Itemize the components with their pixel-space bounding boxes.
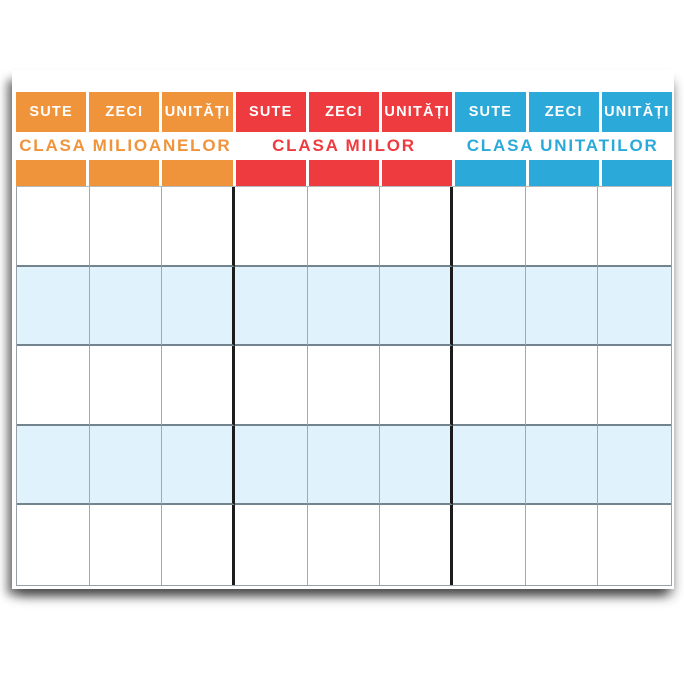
- strip-cell: [308, 160, 380, 186]
- header-cell-units-tens: ZECI: [528, 92, 599, 132]
- grid-cell: [307, 187, 381, 267]
- grid-cell: [380, 505, 453, 585]
- class-label-thousands: CLASA MIILOR: [234, 132, 454, 160]
- grid-cell: [307, 505, 381, 585]
- class-label-millions: CLASA MILIOANELOR: [16, 132, 235, 160]
- strip-cell: [162, 160, 233, 186]
- grid-cell: [17, 266, 90, 347]
- grid-cell: [380, 266, 453, 347]
- grid-cell: [162, 425, 235, 506]
- grid-cell: [452, 266, 526, 347]
- grid-cell: [89, 346, 163, 426]
- grid-cell: [307, 425, 381, 506]
- grid-cell: [307, 346, 381, 426]
- grid-cell: [525, 187, 599, 267]
- grid-cell: [525, 425, 599, 506]
- strip-cell: [382, 160, 453, 186]
- grid-cell: [162, 266, 235, 347]
- grid-cell: [17, 505, 90, 585]
- grid-cell: [452, 425, 526, 506]
- grid-cell: [452, 505, 526, 585]
- grid-cell: [525, 505, 599, 585]
- grid-cell: [380, 425, 453, 506]
- grid-cell: [452, 187, 526, 267]
- grid-cell: [234, 425, 308, 506]
- grid-cell: [452, 346, 526, 426]
- grid-cell: [162, 346, 235, 426]
- strip-cell: [601, 160, 672, 186]
- grid-cell: [598, 425, 671, 506]
- grid-cell: [89, 187, 163, 267]
- strip-cell: [89, 160, 160, 186]
- header-cell-units-units: UNITĂȚI: [601, 92, 672, 132]
- grid-cell: [234, 505, 308, 585]
- grid-cell: [380, 187, 453, 267]
- class-labels-row: CLASA MILIOANELOR CLASA MIILOR CLASA UNI…: [16, 132, 672, 160]
- header-cell-units-hundreds: SUTE: [455, 92, 526, 132]
- header-cell-millions-units: UNITĂȚI: [162, 92, 233, 132]
- header-cell-thousands-tens: ZECI: [308, 92, 380, 132]
- grid-cell: [89, 266, 163, 347]
- grid-cell: [307, 266, 381, 347]
- data-grid: [16, 186, 672, 586]
- header-cell-millions-tens: ZECI: [89, 92, 160, 132]
- grid-cell: [598, 346, 671, 426]
- color-strip-row: [16, 160, 672, 186]
- paper-sheet: SUTE ZECI UNITĂȚI SUTE ZECI UNITĂȚI SUTE…: [12, 70, 674, 589]
- grid-cell: [525, 346, 599, 426]
- grid-cell: [162, 505, 235, 585]
- strip-cell: [235, 160, 306, 186]
- grid-cell: [89, 505, 163, 585]
- grid-cell: [162, 187, 235, 267]
- header-cell-millions-hundreds: SUTE: [16, 92, 87, 132]
- grid-cell: [234, 187, 308, 267]
- grid-cell: [234, 346, 308, 426]
- grid-cell: [17, 187, 90, 267]
- grid-cell: [89, 425, 163, 506]
- grid-cell: [234, 266, 308, 347]
- strip-cell: [16, 160, 87, 186]
- grid-cell: [598, 266, 671, 347]
- header-cell-thousands-hundreds: SUTE: [235, 92, 306, 132]
- class-label-units: CLASA UNITATILOR: [453, 132, 672, 160]
- grid-cell: [598, 505, 671, 585]
- grid-cell: [380, 346, 453, 426]
- column-headers-row: SUTE ZECI UNITĂȚI SUTE ZECI UNITĂȚI SUTE…: [16, 92, 672, 132]
- strip-cell: [455, 160, 526, 186]
- header-cell-thousands-units: UNITĂȚI: [382, 92, 453, 132]
- grid-cell: [525, 266, 599, 347]
- strip-cell: [528, 160, 599, 186]
- grid-cell: [17, 346, 90, 426]
- place-value-table: SUTE ZECI UNITĂȚI SUTE ZECI UNITĂȚI SUTE…: [16, 92, 672, 586]
- grid-cell: [17, 425, 90, 506]
- grid-cell: [598, 187, 671, 267]
